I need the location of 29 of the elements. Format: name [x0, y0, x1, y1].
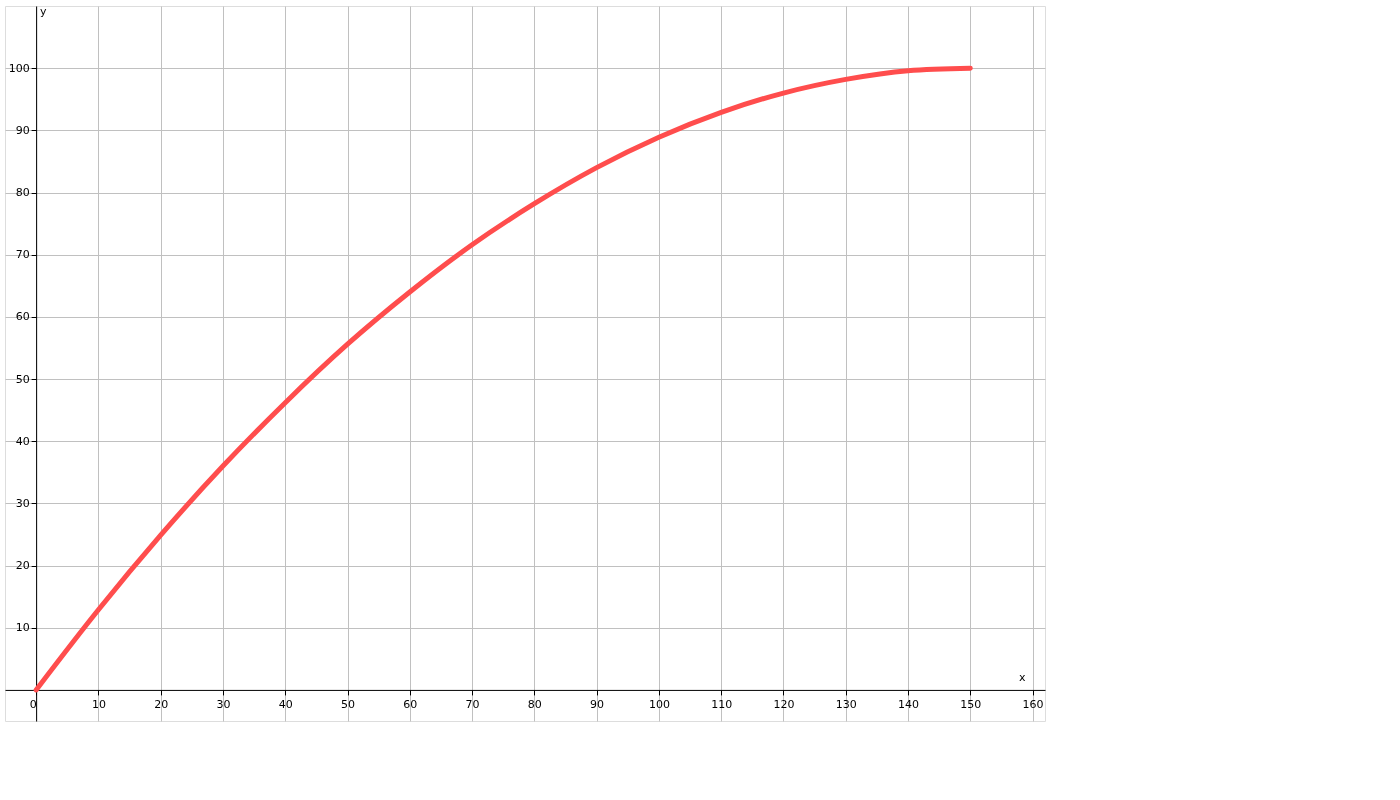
x-tick-label: 40: [278, 698, 293, 712]
y-tick-label: 20: [15, 559, 30, 573]
x-tick-label: 150: [960, 698, 982, 712]
x-axis-title: x: [1018, 671, 1026, 685]
y-tick-label: 40: [15, 434, 30, 448]
x-tick-label: 160: [1022, 698, 1044, 712]
y-tick-label: 100: [8, 61, 30, 75]
x-tick-label: 70: [465, 698, 480, 712]
x-tick-label: 10: [91, 698, 106, 712]
x-tick-label: 80: [527, 698, 542, 712]
y-axis-title: y: [40, 4, 48, 18]
x-tick-label: 100: [648, 698, 670, 712]
x-tick-label: 140: [897, 698, 919, 712]
y-tick-label: 60: [15, 310, 30, 324]
y-tick-label: 80: [15, 186, 30, 200]
x-tick-label: 110: [711, 698, 733, 712]
x-tick-label: 90: [590, 698, 605, 712]
x-tick-label: 50: [341, 698, 356, 712]
x-tick-label: 120: [773, 698, 795, 712]
x-tick-label: 130: [835, 698, 857, 712]
y-tick-label: 10: [15, 621, 30, 635]
y-tick-label: 90: [15, 123, 30, 137]
y-tick-label: 50: [15, 372, 30, 386]
y-tick-label: 30: [15, 496, 30, 510]
x-tick-label: 0: [29, 698, 37, 712]
x-tick-label: 60: [403, 698, 418, 712]
y-tick-label: 70: [15, 248, 30, 262]
x-tick-label: 20: [154, 698, 169, 712]
x-tick-label: 30: [216, 698, 231, 712]
